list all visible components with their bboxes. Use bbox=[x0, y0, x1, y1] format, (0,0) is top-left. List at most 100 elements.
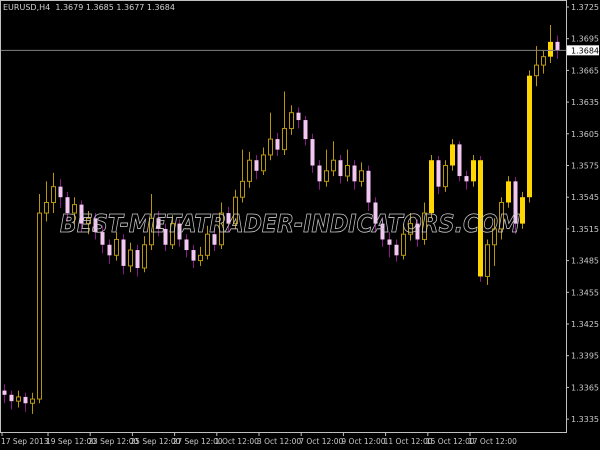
candle bbox=[422, 202, 427, 245]
bear-candle-body bbox=[380, 223, 385, 240]
candle bbox=[65, 191, 70, 222]
bull-candle-body bbox=[114, 238, 119, 256]
bull-candle-body bbox=[492, 228, 497, 246]
bear-candle-body bbox=[79, 204, 84, 224]
bear-candle-body bbox=[121, 239, 126, 266]
bear-candle-body bbox=[58, 186, 63, 198]
bull-candle-body bbox=[149, 217, 154, 246]
y-tick-label: 1.3545 bbox=[571, 193, 599, 202]
candle bbox=[37, 194, 42, 404]
bear-candle-body bbox=[226, 213, 231, 224]
candle bbox=[170, 215, 175, 249]
candle bbox=[443, 160, 448, 192]
candle bbox=[464, 170, 469, 190]
candle bbox=[184, 234, 189, 258]
y-tick-label: 1.3395 bbox=[571, 352, 599, 361]
bear-candle-body bbox=[93, 218, 98, 233]
y-tick-label: 1.3365 bbox=[571, 383, 599, 392]
bull-candle-body bbox=[240, 180, 245, 198]
bear-candle-body bbox=[513, 181, 518, 224]
current-price-label: 1.3684 bbox=[571, 46, 599, 55]
bull-candle-body bbox=[261, 154, 266, 172]
highlighted-candle-body bbox=[520, 197, 525, 224]
candle bbox=[268, 112, 273, 161]
candle bbox=[450, 139, 455, 171]
highlighted-candle-body bbox=[506, 181, 511, 203]
y-tick-label: 1.3665 bbox=[571, 66, 599, 75]
candle bbox=[380, 217, 385, 247]
bear-candle-body bbox=[394, 244, 399, 256]
ohlc-readout: 1.3679 1.3685 1.3677 1.3684 bbox=[55, 3, 175, 12]
bull-candle-body bbox=[408, 223, 413, 235]
chart-title: EURUSD,H4 1.3679 1.3685 1.3677 1.3684 bbox=[3, 3, 175, 12]
bull-candle-body bbox=[345, 165, 350, 177]
candle bbox=[303, 115, 308, 146]
candle bbox=[520, 191, 525, 229]
highlighted-candle-body bbox=[429, 160, 434, 214]
candle bbox=[58, 179, 63, 208]
bear-candle-body bbox=[464, 176, 469, 182]
bull-candle-body bbox=[72, 204, 77, 214]
bull-candle-body bbox=[324, 170, 329, 182]
y-tick-label: 1.3695 bbox=[571, 35, 599, 44]
bear-candle-body bbox=[310, 139, 315, 166]
candle bbox=[478, 155, 483, 282]
bull-candle-body bbox=[534, 64, 539, 77]
bull-candle-body bbox=[44, 201, 49, 214]
bull-candle-body bbox=[485, 244, 490, 277]
bear-candle-body bbox=[2, 390, 7, 395]
candle bbox=[289, 105, 294, 135]
x-tick-label: 17 Oct 12:00 bbox=[468, 437, 517, 446]
y-tick-label: 1.3455 bbox=[571, 288, 599, 297]
candle bbox=[331, 141, 336, 177]
bear-candle-body bbox=[275, 139, 280, 150]
bull-candle-body bbox=[289, 112, 294, 130]
highlighted-candle-body bbox=[548, 41, 553, 57]
current-price-label-bg bbox=[567, 45, 599, 56]
x-tick-label: 11 Oct 12:00 bbox=[384, 437, 433, 446]
candle bbox=[471, 154, 476, 187]
y-tick-label: 1.3725 bbox=[571, 3, 599, 12]
bull-candle-body bbox=[247, 159, 252, 182]
x-tick-label: 25 Sep 12:00 bbox=[130, 437, 180, 446]
bear-candle-body bbox=[212, 234, 217, 245]
candle bbox=[296, 107, 301, 129]
candle bbox=[205, 225, 210, 260]
bear-candle-body bbox=[555, 41, 560, 51]
candle bbox=[149, 194, 154, 251]
candle bbox=[485, 239, 490, 285]
bull-candle-body bbox=[359, 170, 364, 182]
candle bbox=[100, 225, 105, 254]
candle bbox=[275, 132, 280, 156]
watermark: BEST-METATRADER-INDICATORS.COM bbox=[60, 209, 520, 238]
highlighted-candle-body bbox=[450, 144, 455, 166]
x-tick-label: 9 Oct 12:00 bbox=[341, 437, 385, 446]
candle bbox=[282, 91, 287, 155]
candle bbox=[23, 392, 28, 412]
bear-candle-body bbox=[415, 223, 420, 240]
candle bbox=[534, 46, 539, 87]
candle bbox=[240, 149, 245, 203]
candle bbox=[373, 197, 378, 233]
bear-candle-body bbox=[352, 165, 357, 182]
candle bbox=[499, 197, 504, 240]
bear-candle-body bbox=[366, 170, 371, 203]
x-tick-label: 19 Sep 12:00 bbox=[46, 437, 96, 446]
candles bbox=[2, 24, 560, 414]
candle bbox=[51, 172, 56, 214]
bull-candle-body bbox=[170, 223, 175, 246]
bear-candle-body bbox=[303, 120, 308, 140]
candle bbox=[394, 239, 399, 262]
candle bbox=[548, 24, 553, 64]
candle bbox=[79, 200, 84, 233]
bull-candle-body bbox=[282, 128, 287, 151]
candle bbox=[198, 246, 203, 266]
candle bbox=[121, 234, 126, 275]
bear-candle-body bbox=[23, 396, 28, 404]
candle bbox=[142, 236, 147, 273]
candle bbox=[506, 176, 511, 208]
candle bbox=[254, 154, 259, 180]
bear-candle-body bbox=[9, 394, 14, 402]
bear-candle-body bbox=[65, 197, 70, 214]
